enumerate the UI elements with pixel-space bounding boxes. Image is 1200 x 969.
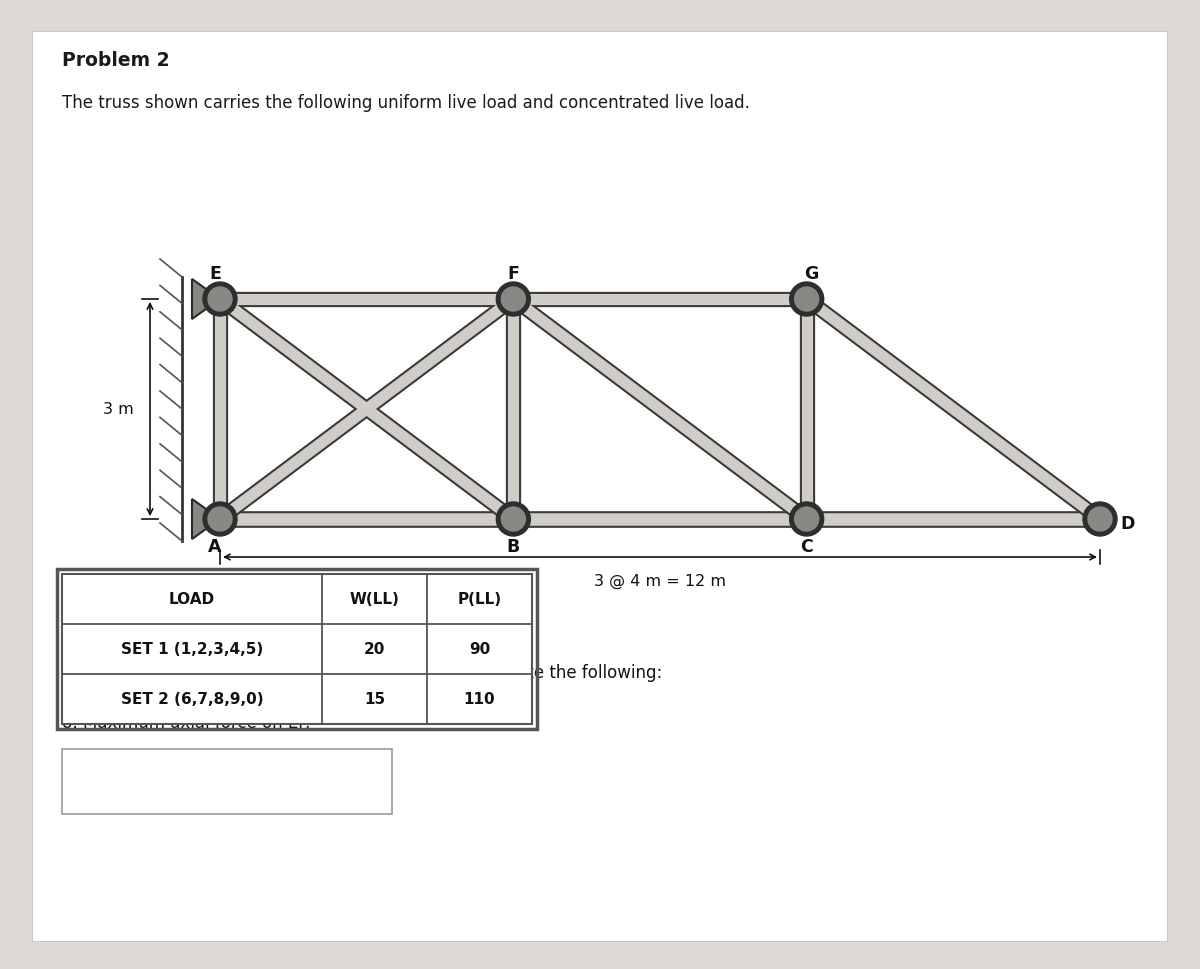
Circle shape — [790, 502, 823, 536]
Text: Draw the necessary influence line diagrams and calculate the following:: Draw the necessary influence line diagra… — [62, 664, 662, 682]
Circle shape — [502, 507, 526, 531]
Text: P(LL): P(LL) — [457, 591, 502, 607]
Text: SET 1 (1,2,3,4,5): SET 1 (1,2,3,4,5) — [121, 641, 263, 657]
Circle shape — [208, 507, 232, 531]
Text: W(LL): W(LL) — [349, 591, 400, 607]
FancyBboxPatch shape — [32, 31, 1166, 941]
Text: 8. Maximum axial force on EF.: 8. Maximum axial force on EF. — [62, 714, 311, 732]
Text: LOAD: LOAD — [169, 591, 215, 607]
Circle shape — [790, 282, 823, 316]
Circle shape — [497, 502, 530, 536]
Text: C: C — [800, 538, 814, 556]
Polygon shape — [192, 499, 220, 539]
Circle shape — [203, 282, 238, 316]
Text: SET 2 (6,7,8,9,0): SET 2 (6,7,8,9,0) — [121, 692, 263, 706]
Text: E: E — [209, 265, 221, 283]
Text: A: A — [209, 538, 222, 556]
Text: 90: 90 — [469, 641, 490, 657]
Text: 3 @ 4 m = 12 m: 3 @ 4 m = 12 m — [594, 574, 726, 588]
Text: 3 m: 3 m — [103, 401, 133, 417]
FancyBboxPatch shape — [62, 574, 532, 724]
Circle shape — [208, 287, 232, 311]
Text: The truss shown carries the following uniform live load and concentrated live lo: The truss shown carries the following un… — [62, 94, 750, 112]
Circle shape — [502, 287, 526, 311]
Text: 110: 110 — [463, 692, 496, 706]
Text: D: D — [1121, 515, 1135, 533]
FancyBboxPatch shape — [62, 749, 392, 814]
Circle shape — [794, 287, 818, 311]
Circle shape — [794, 507, 818, 531]
Text: B: B — [506, 538, 520, 556]
Circle shape — [203, 502, 238, 536]
Text: Problem 2: Problem 2 — [62, 51, 169, 70]
Circle shape — [497, 282, 530, 316]
Text: G: G — [804, 265, 818, 283]
Text: F: F — [508, 265, 520, 283]
Circle shape — [1084, 502, 1117, 536]
Text: 15: 15 — [364, 692, 385, 706]
Polygon shape — [192, 279, 220, 319]
Circle shape — [1088, 507, 1112, 531]
Text: 20: 20 — [364, 641, 385, 657]
